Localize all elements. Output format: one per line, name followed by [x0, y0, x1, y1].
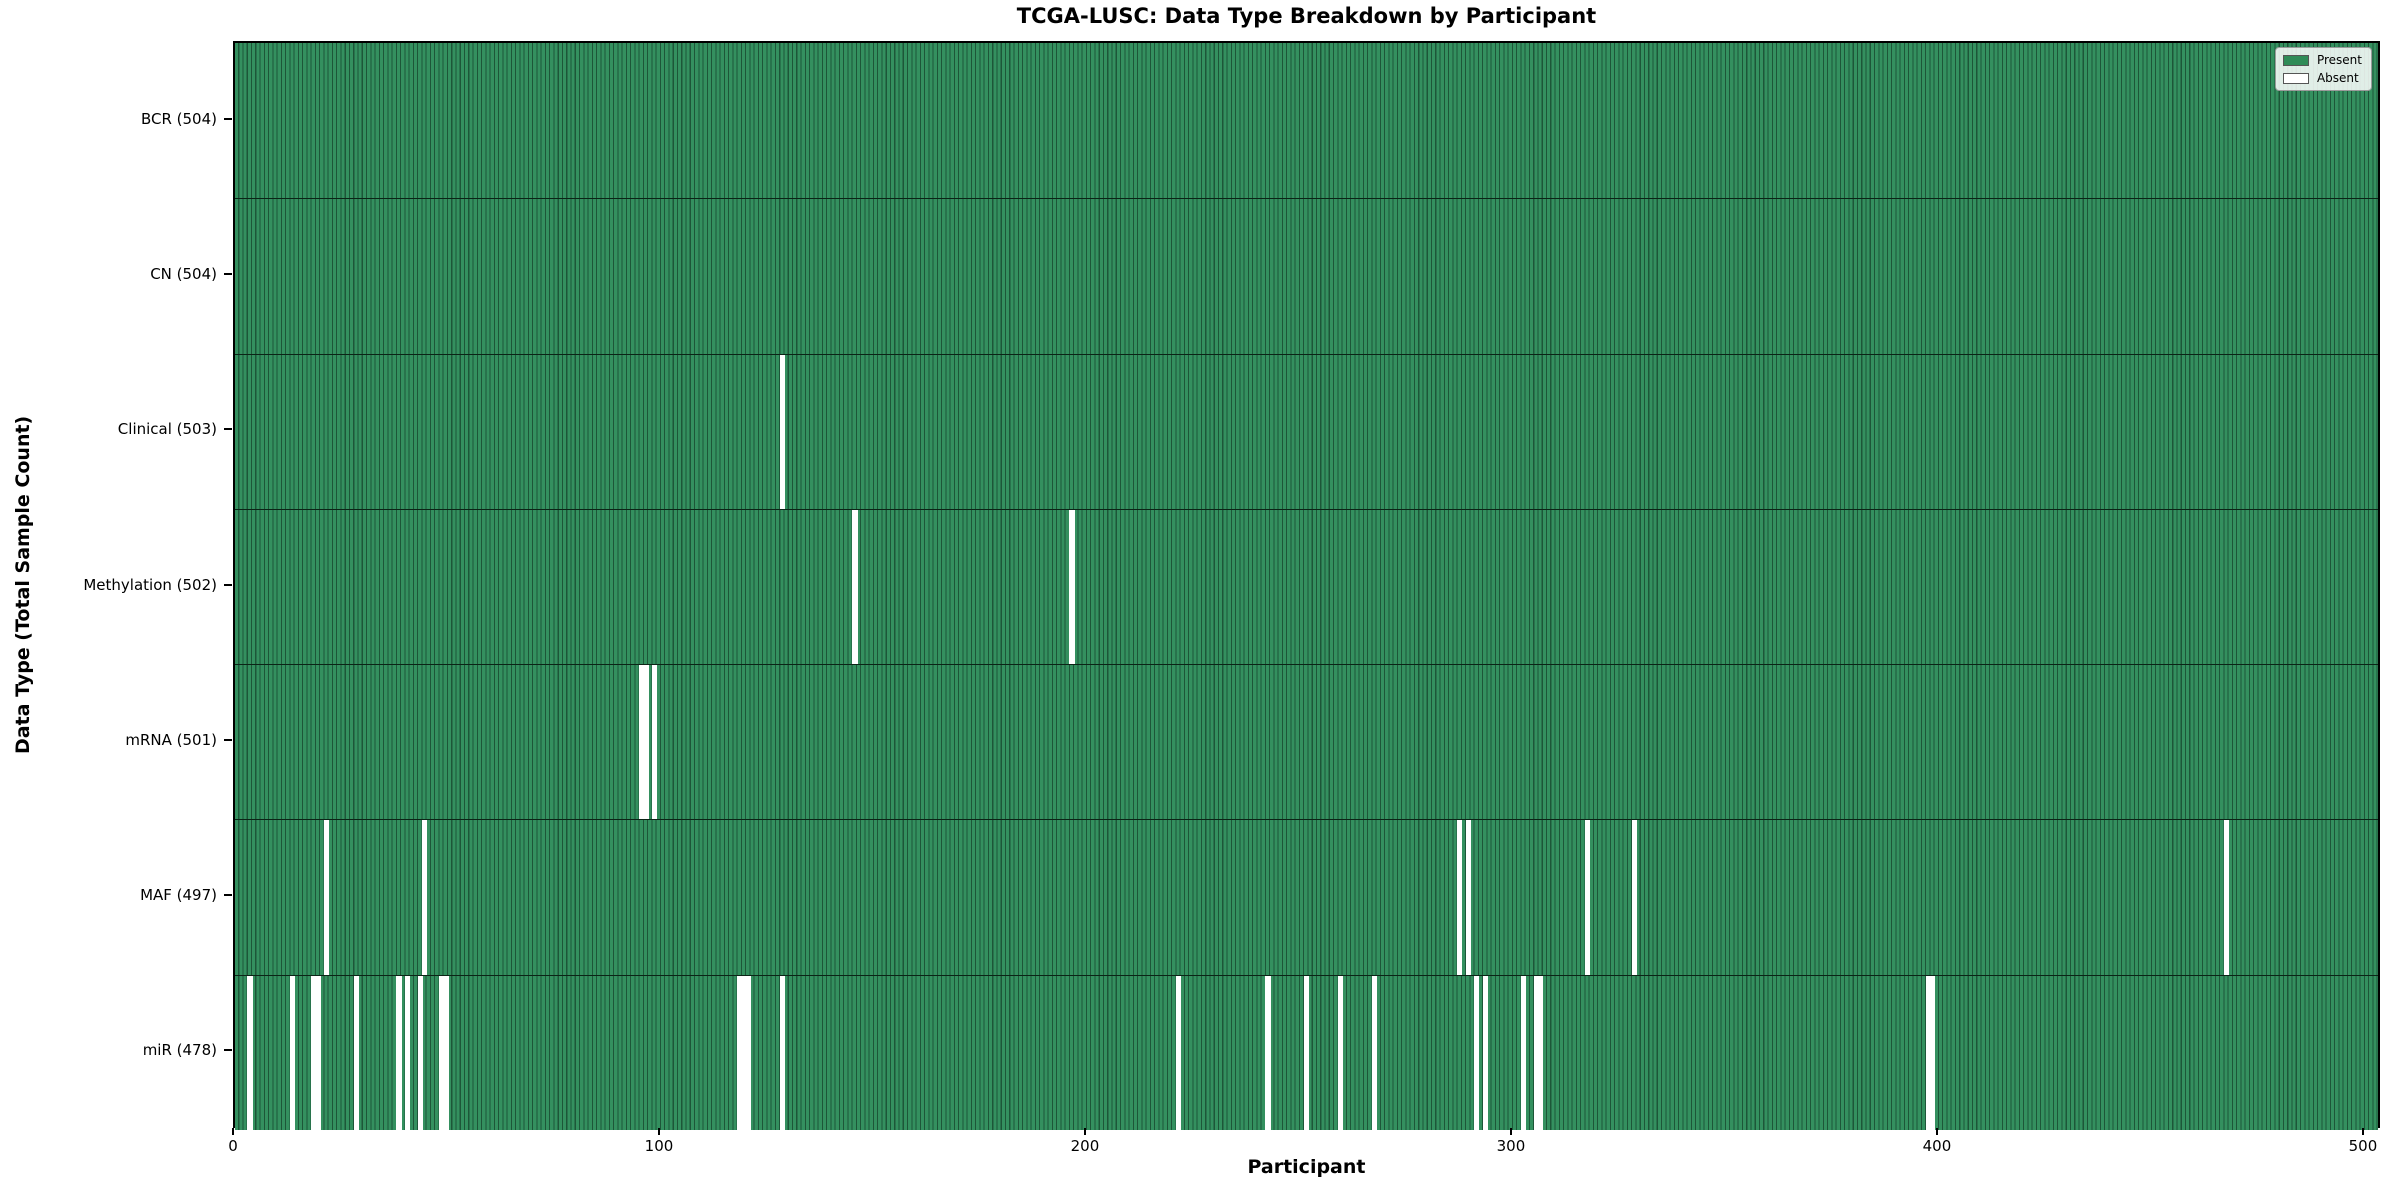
absent-stripe	[1929, 975, 1936, 1130]
absent-stripe	[1371, 975, 1378, 1130]
y-tick-mark	[224, 272, 232, 275]
y-tick-mark	[224, 117, 232, 120]
x-axis-label: Participant	[1247, 1156, 1366, 1178]
legend-swatch-absent	[2282, 72, 2309, 84]
absent-stripe	[1533, 975, 1540, 1130]
chart-title: TCGA-LUSC: Data Type Breakdown by Partic…	[1016, 4, 1597, 28]
absent-stripe	[779, 354, 786, 509]
x-tick-mark	[1083, 1128, 1086, 1135]
absent-stripe	[651, 665, 658, 820]
absent-stripe	[639, 665, 645, 820]
absent-stripe	[643, 665, 649, 820]
y-tick-mark	[224, 428, 232, 431]
row-cn	[235, 198, 2378, 354]
x-tick-label-500: 500	[2348, 1137, 2378, 1155]
absent-stripe	[1537, 975, 1544, 1130]
absent-stripe	[737, 975, 743, 1130]
absent-stripe	[421, 820, 428, 975]
absent-stripe	[1303, 975, 1310, 1130]
absent-stripe	[1465, 820, 1471, 975]
x-tick-label-100: 100	[644, 1137, 674, 1155]
legend-label: Absent	[2316, 71, 2359, 85]
row-maf	[235, 819, 2378, 975]
x-tick-label-0: 0	[228, 1137, 238, 1155]
absent-stripe	[741, 975, 747, 1130]
row-methylation	[235, 508, 2378, 665]
y-tick-mark	[224, 583, 232, 586]
absent-stripe	[323, 820, 330, 975]
y-tick-label-mrna: mRNA (501)	[125, 730, 217, 749]
x-tick-mark	[1935, 1128, 1938, 1135]
absent-stripe	[396, 975, 402, 1130]
y-tick-label-methylation: Methylation (502)	[83, 575, 217, 594]
y-tick-mark	[224, 1049, 232, 1052]
absent-stripe	[1069, 509, 1075, 665]
absent-stripe	[1482, 975, 1488, 1130]
y-tick-label-mir: miR (478)	[142, 1041, 217, 1060]
absent-stripe	[311, 975, 317, 1130]
y-tick-mark	[224, 894, 232, 897]
x-tick-label-200: 200	[1070, 1137, 1100, 1155]
absent-stripe	[315, 975, 321, 1130]
absent-stripe	[1265, 975, 1271, 1130]
x-tick-mark	[657, 1128, 660, 1135]
row-mrna	[235, 664, 2378, 820]
legend-item-present: Present	[2282, 53, 2362, 67]
absent-stripe	[1584, 820, 1591, 975]
absent-stripe	[443, 975, 449, 1130]
absent-stripe	[1474, 975, 1480, 1130]
x-tick-mark	[1509, 1128, 1512, 1135]
absent-stripe	[1631, 820, 1638, 975]
absent-stripe	[247, 975, 253, 1130]
x-tick-mark	[232, 1128, 234, 1135]
y-tick-label-maf: MAF (497)	[140, 886, 217, 905]
x-tick-mark	[2361, 1128, 2364, 1135]
absent-stripe	[779, 975, 786, 1130]
absent-stripe	[2223, 820, 2230, 975]
absent-stripe	[1520, 975, 1527, 1130]
absent-stripe	[1456, 820, 1463, 975]
legend: Present Absent	[2274, 47, 2372, 91]
absent-stripe	[1175, 975, 1182, 1130]
legend-label: Present	[2316, 53, 2362, 67]
y-tick-label-bcr: BCR (504)	[140, 109, 217, 128]
absent-stripe	[852, 509, 858, 665]
absent-stripe	[438, 975, 445, 1130]
absent-stripe	[289, 975, 296, 1130]
absent-stripe	[1337, 975, 1344, 1130]
y-tick-label-cn: CN (504)	[150, 264, 217, 283]
absent-stripe	[404, 975, 411, 1130]
y-tick-mark	[224, 738, 232, 741]
row-bcr	[235, 43, 2378, 199]
row-clinical	[235, 353, 2378, 509]
row-mir	[235, 974, 2378, 1130]
absent-stripe	[1925, 975, 1932, 1130]
absent-stripe	[417, 975, 424, 1130]
legend-item-absent: Absent	[2282, 71, 2362, 85]
absent-stripe	[745, 975, 752, 1130]
plot-area	[233, 41, 2380, 1130]
x-tick-label-300: 300	[1496, 1137, 1526, 1155]
absent-stripe	[353, 975, 360, 1130]
x-tick-label-400: 400	[1922, 1137, 1952, 1155]
legend-swatch-present	[2282, 54, 2309, 66]
y-tick-label-clinical: Clinical (503)	[117, 420, 217, 439]
